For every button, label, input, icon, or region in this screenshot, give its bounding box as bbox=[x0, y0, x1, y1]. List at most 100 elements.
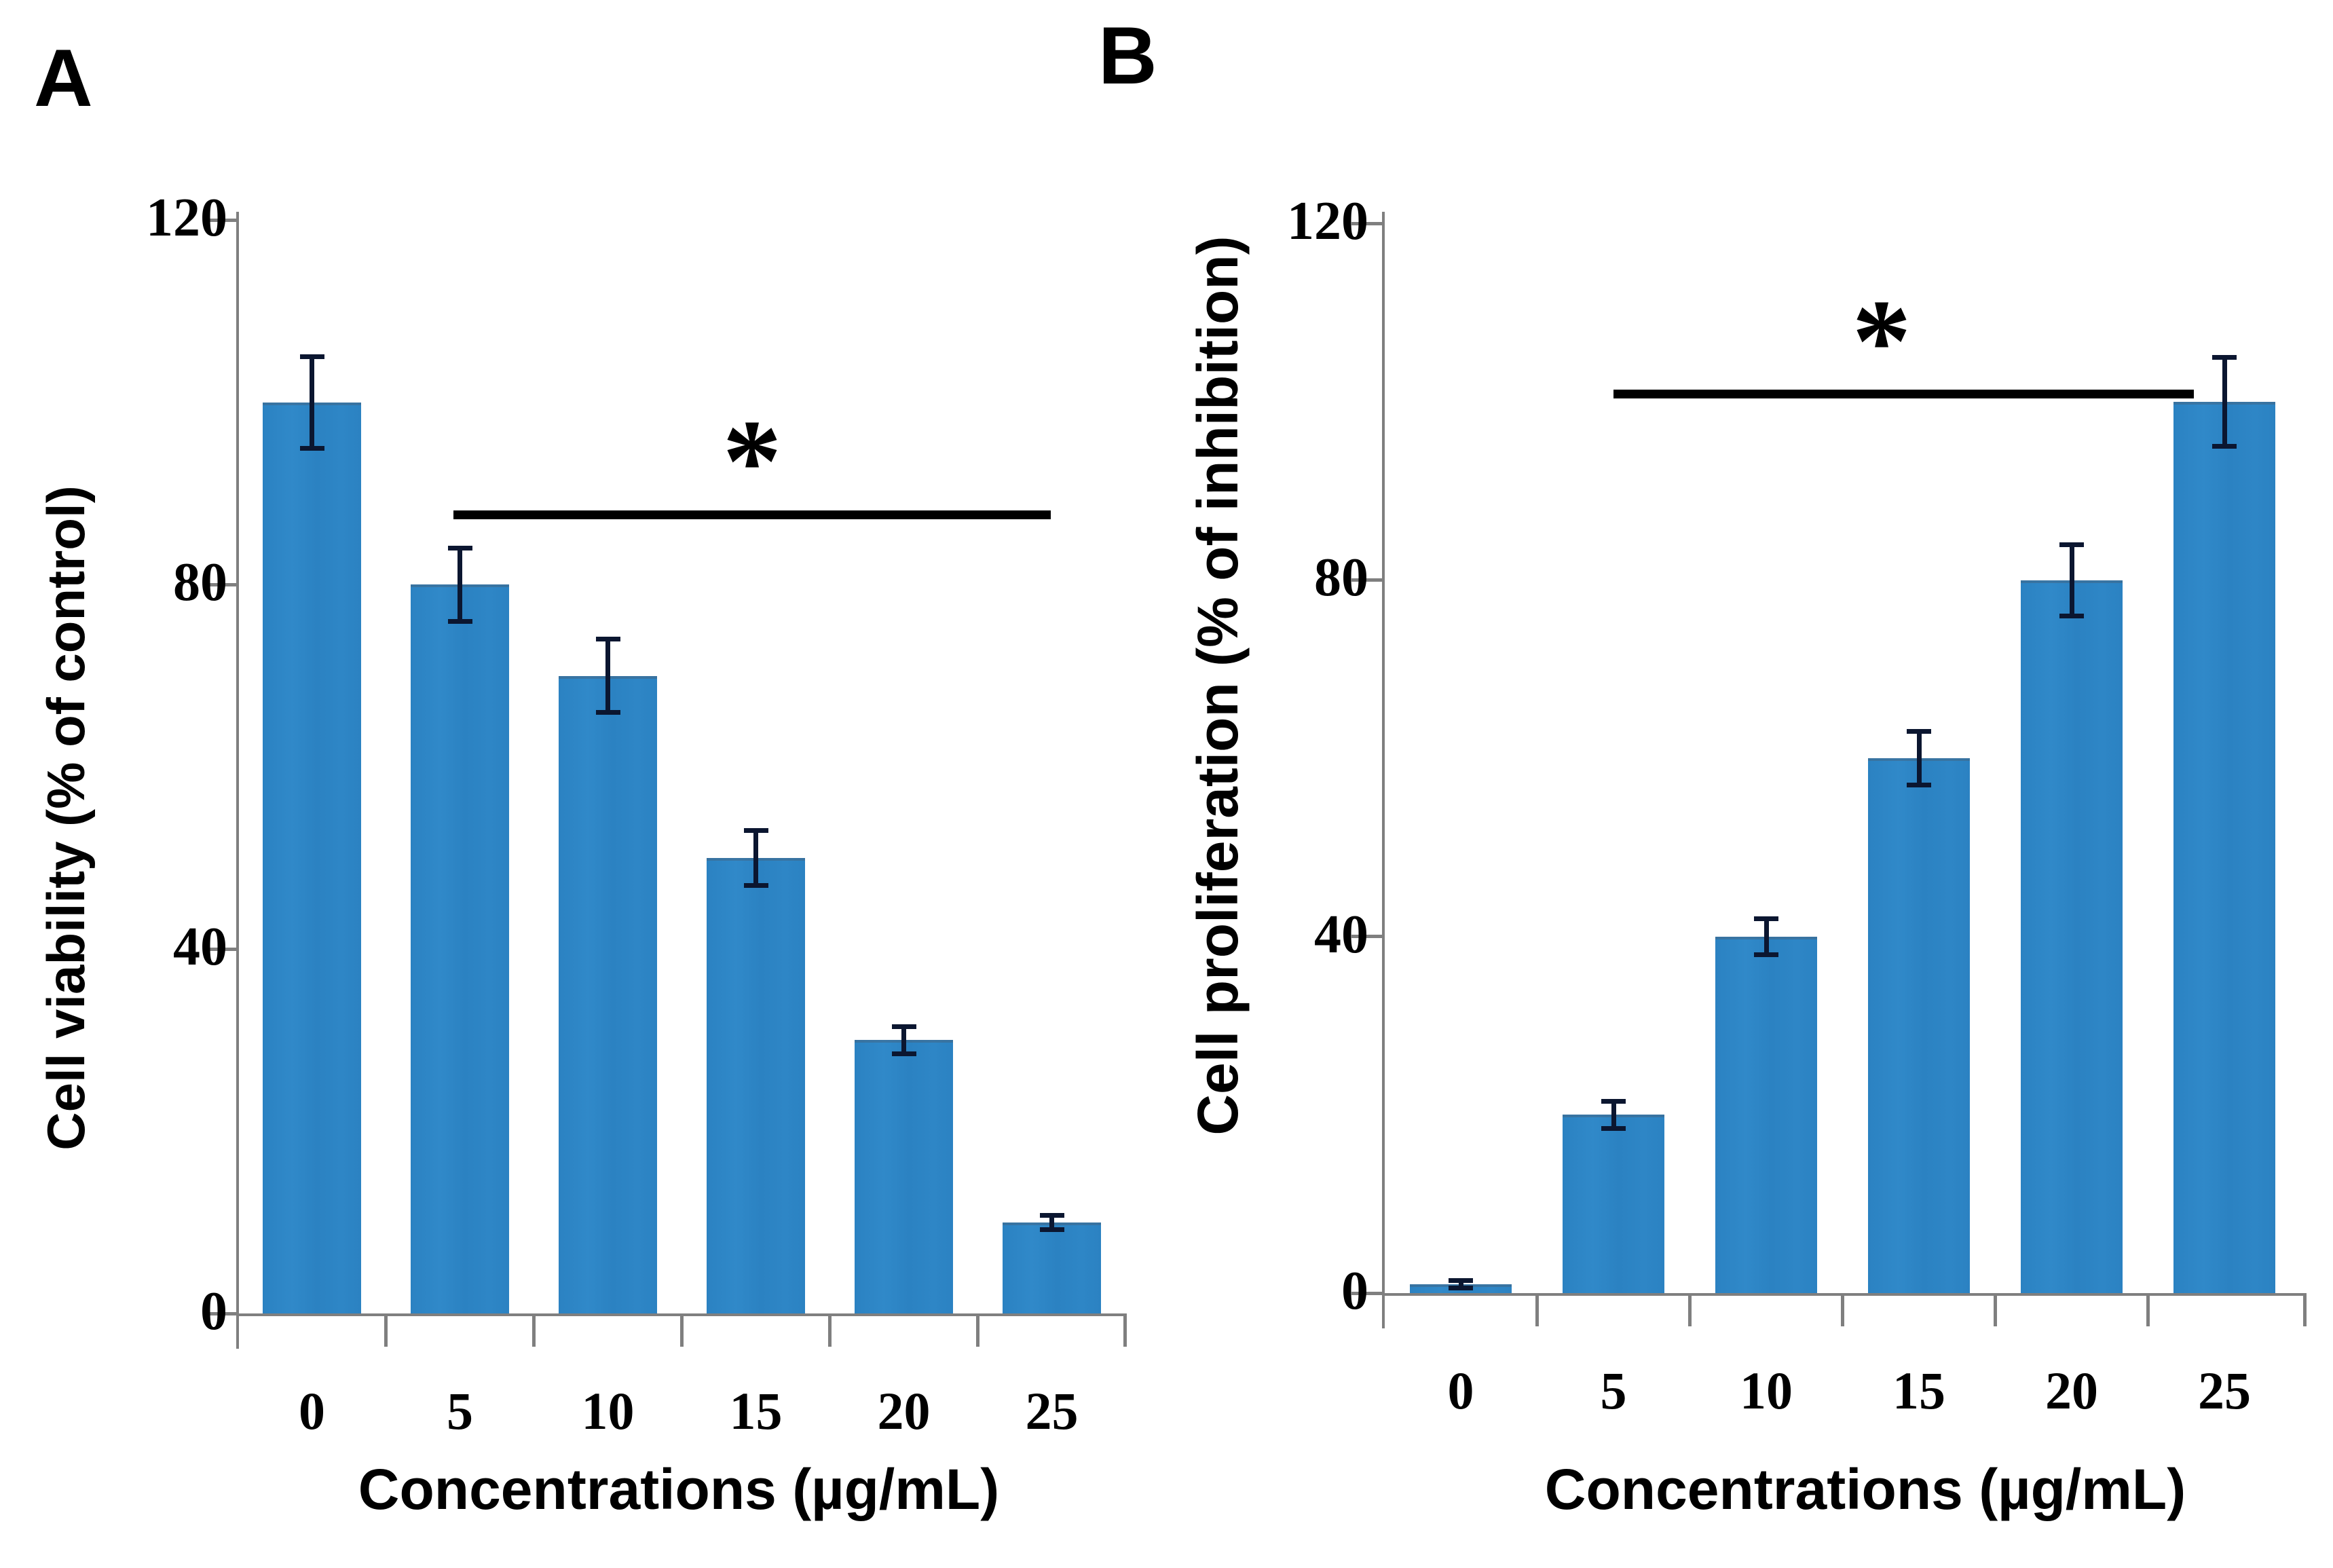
x-tick-mark bbox=[2146, 1296, 2150, 1326]
error-bar-bottom-cap bbox=[891, 1051, 916, 1057]
x-tick-label: 0 bbox=[299, 1381, 325, 1440]
panel-a-x-axis-title: Concentrations (µg/mL) bbox=[358, 1457, 1000, 1521]
y-tick-label: 80 bbox=[1314, 548, 1368, 608]
bar-0 bbox=[263, 403, 361, 1313]
error-bar-bottom-cap bbox=[743, 882, 768, 888]
x-tick-mark bbox=[976, 1316, 979, 1347]
x-tick-mark bbox=[680, 1316, 684, 1347]
bar-20 bbox=[855, 1040, 953, 1313]
error-bar-line bbox=[2222, 357, 2227, 447]
y-tick-mark bbox=[206, 582, 236, 586]
y-tick-mark bbox=[206, 1311, 236, 1315]
y-tick-label: 120 bbox=[1287, 191, 1368, 252]
y-tick-mark bbox=[1351, 578, 1382, 582]
x-tick-label: 20 bbox=[2045, 1361, 2098, 1420]
x-tick-mark bbox=[1535, 1296, 1539, 1326]
bar-15 bbox=[707, 858, 805, 1313]
error-bar-top-cap bbox=[891, 1024, 916, 1029]
x-tick-label: 10 bbox=[581, 1381, 635, 1440]
y-tick-mark bbox=[1351, 1291, 1382, 1295]
error-bar-line bbox=[1611, 1101, 1616, 1129]
y-tick-mark bbox=[206, 947, 236, 951]
bar-20 bbox=[2021, 580, 2123, 1293]
error-bar-line bbox=[1763, 918, 1769, 955]
y-tick-label: 120 bbox=[146, 188, 227, 248]
error-bar-bottom-cap bbox=[595, 709, 620, 715]
x-tick-label: 0 bbox=[1447, 1361, 1474, 1420]
x-tick-mark bbox=[828, 1316, 832, 1347]
y-axis bbox=[236, 212, 239, 1349]
error-bar-top-cap bbox=[1754, 916, 1778, 922]
bar-10 bbox=[559, 675, 657, 1313]
panel-a-significance-asterisk: * bbox=[722, 395, 782, 527]
panel-b-x-axis-title: Concentrations (µg/mL) bbox=[1544, 1457, 2186, 1521]
error-bar-line bbox=[1049, 1215, 1054, 1230]
error-bar-line bbox=[1458, 1280, 1463, 1288]
x-tick-mark bbox=[384, 1316, 388, 1347]
bar-5 bbox=[411, 584, 509, 1313]
x-tick-mark bbox=[1123, 1316, 1127, 1347]
error-bar-top-cap bbox=[1449, 1278, 1473, 1284]
error-bar-top-cap bbox=[299, 354, 324, 360]
panel-b-y-axis-title: Cell proliferation (% of inhibition) bbox=[1186, 236, 1250, 1136]
error-bar-top-cap bbox=[447, 546, 472, 551]
error-bar-bottom-cap bbox=[1039, 1227, 1064, 1233]
error-bar-line bbox=[310, 356, 314, 449]
y-tick-label: 0 bbox=[200, 1281, 227, 1341]
bar-25 bbox=[2173, 402, 2275, 1293]
error-bar-bottom-cap bbox=[2212, 444, 2237, 449]
panel-a-letter: A bbox=[34, 33, 93, 124]
x-tick-label: 25 bbox=[2198, 1361, 2251, 1420]
x-tick-label: 10 bbox=[1740, 1361, 1793, 1420]
error-bar-bottom-cap bbox=[1754, 952, 1778, 957]
x-axis bbox=[236, 1313, 1127, 1316]
error-bar-bottom-cap bbox=[1449, 1285, 1473, 1290]
y-tick-label: 0 bbox=[1341, 1261, 1368, 1321]
y-axis bbox=[1382, 212, 1385, 1328]
x-tick-label: 25 bbox=[1025, 1381, 1079, 1440]
error-bar-top-cap bbox=[743, 828, 768, 834]
error-bar-bottom-cap bbox=[2059, 613, 2084, 618]
error-bar-line bbox=[901, 1026, 906, 1054]
error-bar-top-cap bbox=[1601, 1099, 1626, 1104]
panel-b-significance-asterisk: * bbox=[1852, 275, 1911, 407]
y-tick-label: 40 bbox=[1314, 904, 1368, 965]
x-tick-mark bbox=[1841, 1296, 1844, 1326]
y-tick-mark bbox=[1351, 221, 1382, 225]
error-bar-bottom-cap bbox=[299, 445, 324, 451]
error-bar-bottom-cap bbox=[1907, 783, 1931, 788]
error-bar-top-cap bbox=[595, 637, 620, 642]
x-tick-mark bbox=[2303, 1296, 2307, 1326]
y-tick-label: 80 bbox=[173, 553, 227, 613]
error-bar-top-cap bbox=[2212, 354, 2237, 360]
x-tick-mark bbox=[1688, 1296, 1692, 1326]
x-tick-mark bbox=[532, 1316, 536, 1347]
error-bar-line bbox=[458, 548, 462, 622]
bar-15 bbox=[1868, 758, 1970, 1293]
error-bar-bottom-cap bbox=[1601, 1125, 1626, 1131]
error-bar-line bbox=[753, 830, 758, 886]
x-tick-label: 5 bbox=[447, 1381, 473, 1440]
panel-b-letter: B bbox=[1098, 10, 1157, 101]
error-bar-line bbox=[2069, 544, 2074, 616]
bar-5 bbox=[1563, 1115, 1664, 1293]
error-bar-line bbox=[1916, 731, 1922, 785]
error-bar-bottom-cap bbox=[447, 618, 472, 624]
bar-10 bbox=[1715, 936, 1817, 1293]
significance-line bbox=[453, 510, 1051, 519]
x-tick-label: 15 bbox=[1892, 1361, 1945, 1420]
error-bar-line bbox=[605, 639, 610, 713]
error-bar-top-cap bbox=[2059, 542, 2084, 547]
x-tick-label: 20 bbox=[877, 1381, 931, 1440]
y-tick-mark bbox=[1351, 935, 1382, 939]
y-tick-label: 40 bbox=[173, 917, 227, 977]
x-tick-label: 15 bbox=[729, 1381, 783, 1440]
y-tick-mark bbox=[206, 219, 236, 223]
error-bar-top-cap bbox=[1039, 1212, 1064, 1218]
significance-line bbox=[1613, 390, 2194, 398]
bar-25 bbox=[1003, 1222, 1101, 1313]
error-bar-top-cap bbox=[1907, 729, 1931, 734]
x-tick-mark bbox=[1994, 1296, 1997, 1326]
x-axis bbox=[1382, 1293, 2307, 1296]
